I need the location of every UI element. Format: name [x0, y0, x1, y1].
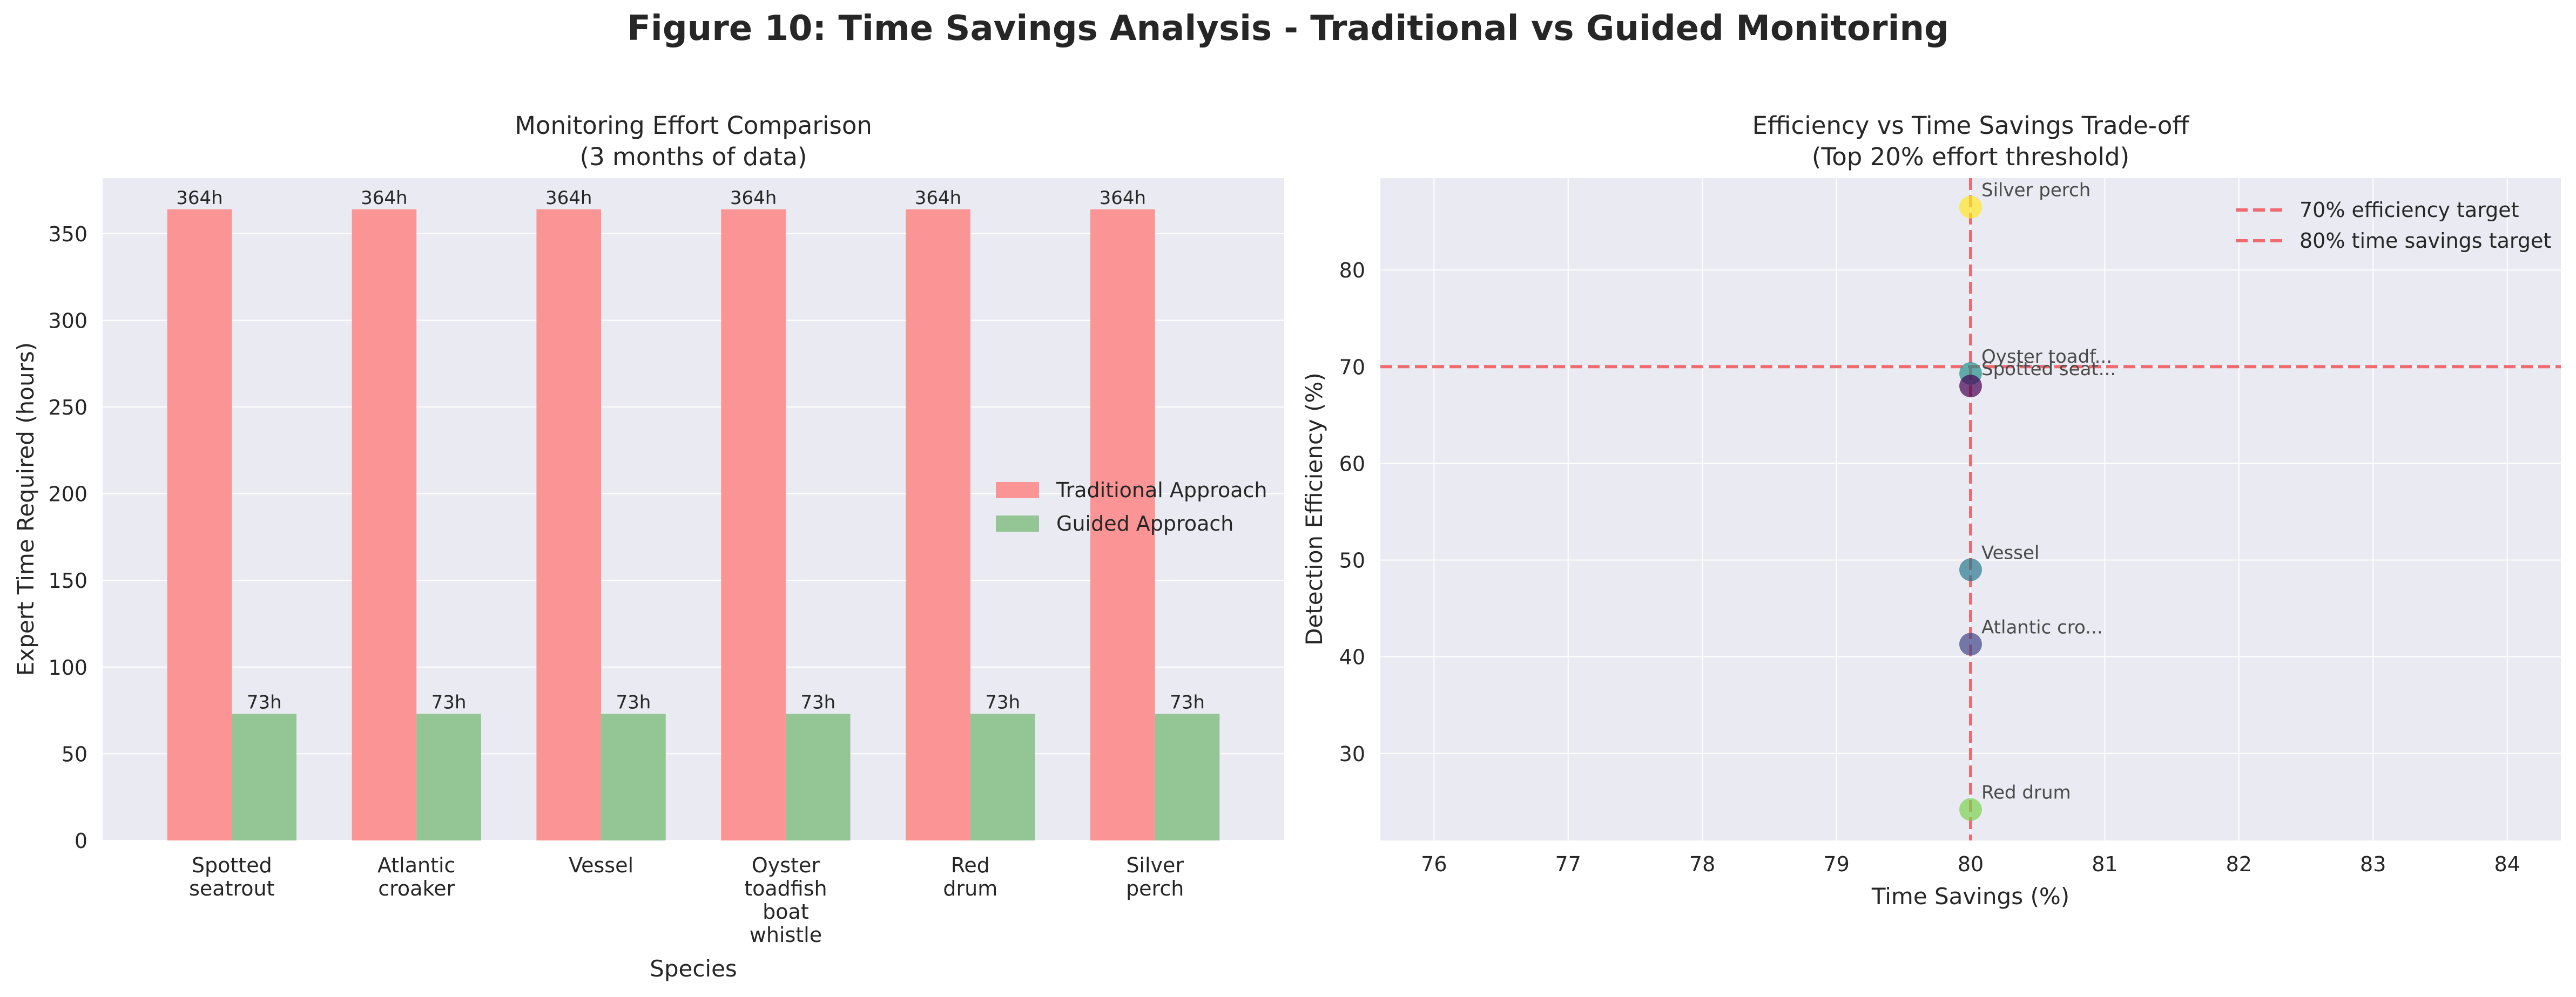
bar-chart-subtitle: (3 months of data)	[580, 143, 807, 171]
scatter-point-label: Atlantic cro...	[1981, 616, 2103, 638]
scatter-point	[1959, 558, 1982, 581]
bar-guided	[601, 714, 666, 840]
bar-chart-y-tick-label: 350	[48, 222, 87, 246]
bar-traditional	[352, 209, 417, 840]
scatter-point	[1959, 195, 1982, 219]
bar-guided	[232, 714, 296, 840]
bar-chart-x-tick-label: boat	[763, 900, 809, 924]
scatter-point	[1959, 798, 1982, 821]
scatter-chart-x-tick-label: 81	[2092, 852, 2118, 876]
scatter-chart-x-tick-label: 79	[1823, 852, 1849, 876]
legend-label-efficiency-target: 70% efficiency target	[2299, 198, 2519, 222]
scatter-chart-x-tick-label: 78	[1689, 852, 1715, 876]
scatter-point	[1959, 633, 1982, 656]
bar-chart-x-tick-label: Spotted	[192, 853, 272, 877]
bar-value-label: 364h	[176, 187, 222, 209]
scatter-point-label: Silver perch	[1981, 180, 2091, 201]
scatter-point-label: Oyster toadf...	[1981, 346, 2112, 368]
bar-chart-y-tick-label: 300	[48, 309, 87, 333]
bar-chart-y-tick-label: 50	[62, 742, 87, 766]
bar-chart-y-tick-label: 200	[48, 483, 87, 506]
bar-chart-x-tick-label: croaker	[378, 877, 455, 900]
scatter-chart-y-tick-label: 70	[1339, 355, 1365, 379]
legend-swatch-guided	[996, 516, 1039, 532]
scatter-chart-title: Efficiency vs Time Savings Trade-off	[1752, 111, 2190, 140]
scatter-chart-y-tick-label: 60	[1339, 452, 1365, 476]
bar-chart-y-tick-label: 150	[48, 569, 87, 593]
bar-chart-x-tick-label: seatrout	[189, 877, 274, 900]
scatter-chart-y-tick-label: 30	[1339, 742, 1365, 766]
scatter-point-label: Vessel	[1981, 542, 2039, 564]
scatter-chart-x-tick-label: 83	[2360, 852, 2386, 876]
bar-traditional	[721, 209, 786, 840]
bar-chart-y-axis-label: Expert Time Required (hours)	[12, 342, 39, 676]
figure-title: Figure 10: Time Savings Analysis - Tradi…	[627, 9, 1949, 49]
bar-chart-x-tick-label: Red	[951, 853, 990, 877]
scatter-chart-x-tick-label: 80	[1958, 852, 1984, 876]
bar-value-label: 73h	[985, 692, 1020, 714]
bar-guided	[785, 714, 851, 840]
bar-chart-x-tick-label: toadfish	[744, 877, 827, 900]
bar-guided	[970, 714, 1035, 840]
bar-traditional	[906, 209, 970, 840]
bar-traditional	[167, 209, 232, 840]
bar-chart-x-tick-label: Atlantic	[377, 853, 456, 877]
scatter-chart-x-tick-label: 84	[2494, 852, 2520, 876]
bar-guided	[416, 714, 481, 840]
bar-chart-y-tick-label: 100	[48, 656, 87, 680]
scatter-chart-x-axis-label: Time Savings (%)	[1871, 883, 2069, 910]
scatter-chart-y-tick-label: 40	[1339, 646, 1365, 669]
bar-chart-title: Monitoring Effort Comparison	[515, 111, 872, 140]
bar-chart-x-tick-label: perch	[1126, 877, 1184, 900]
scatter-chart-subtitle: (Top 20% effort threshold)	[1812, 143, 2129, 171]
bar-chart-x-axis-label: Species	[650, 955, 737, 982]
bar-value-label: 73h	[247, 692, 282, 714]
bar-chart-y-tick-label: 0	[75, 829, 87, 853]
bar-chart-x-tick-label: Vessel	[569, 853, 633, 877]
legend-label-time-savings-target: 80% time savings target	[2299, 229, 2551, 253]
bar-value-label: 73h	[431, 692, 467, 714]
bar-chart-x-tick-label: drum	[943, 877, 997, 900]
bar-value-label: 73h	[1170, 692, 1205, 714]
scatter-chart-y-axis-label: Detection Efficiency (%)	[1301, 372, 1327, 646]
bar-value-label: 364h	[730, 187, 777, 209]
bar-guided	[1155, 714, 1220, 840]
bar-chart-x-tick-label: Oyster	[752, 853, 820, 877]
scatter-chart-x-tick-label: 82	[2226, 852, 2252, 876]
legend-label-guided: Guided Approach	[1056, 512, 1233, 535]
bar-chart-x-tick-label: Silver	[1126, 853, 1184, 877]
bar-chart-panel: 0 50 100 150 200 250 300 350 364h 364h 364h 364h 36…	[12, 111, 1284, 982]
bar-value-label: 73h	[800, 692, 835, 714]
legend-swatch-traditional	[996, 482, 1039, 498]
scatter-chart-y-tick-label: 80	[1339, 259, 1365, 282]
scatter-point-label: Spotted seat...	[1981, 358, 2116, 380]
bar-chart-plot-area	[103, 178, 1284, 840]
scatter-chart-panel: 76 77 78 79 80 81 82 83 84 30 40 50 60 70 80 Silver pe…	[1301, 111, 2561, 910]
scatter-chart-y-tick-label: 50	[1339, 549, 1365, 573]
scatter-chart-legend: 70% efficiency target 80% time savings t…	[2236, 198, 2551, 253]
bar-value-label: 364h	[1100, 187, 1146, 209]
scatter-chart-x-tick-label: 77	[1555, 852, 1581, 876]
bar-value-label: 73h	[616, 692, 651, 714]
bar-chart-x-tick-label: whistle	[750, 923, 822, 947]
bar-value-label: 364h	[915, 187, 961, 209]
bar-traditional	[1090, 209, 1155, 840]
bar-value-label: 364h	[361, 187, 407, 209]
bar-value-label: 364h	[545, 187, 592, 209]
legend-label-traditional: Traditional Approach	[1056, 478, 1267, 502]
scatter-point	[1959, 375, 1982, 398]
bar-chart-y-tick-label: 250	[48, 396, 87, 419]
bar-traditional	[536, 209, 602, 840]
scatter-chart-x-tick-label: 76	[1421, 852, 1447, 876]
bar-chart-legend: Traditional Approach Guided Approach	[996, 478, 1267, 535]
scatter-point-label: Red drum	[1981, 782, 2071, 804]
